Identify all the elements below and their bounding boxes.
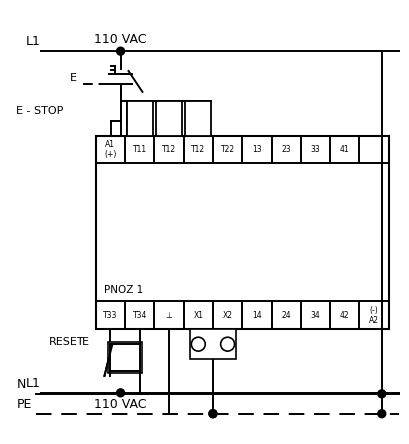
- Text: 42: 42: [339, 311, 349, 320]
- Bar: [156, 101, 182, 135]
- Circle shape: [377, 390, 385, 398]
- Text: 23: 23: [281, 145, 290, 154]
- Text: 34: 34: [310, 311, 319, 320]
- Text: A1
(+): A1 (+): [104, 140, 116, 159]
- Text: T22: T22: [220, 145, 234, 154]
- Text: N: N: [16, 378, 26, 391]
- Text: (-)
A2: (-) A2: [368, 305, 378, 325]
- Text: PNOZ 1: PNOZ 1: [103, 285, 143, 296]
- Text: X1: X1: [193, 311, 203, 320]
- Text: 14: 14: [252, 311, 261, 320]
- Text: T33: T33: [103, 311, 117, 320]
- Text: T12: T12: [191, 145, 205, 154]
- Text: ⊥: ⊥: [165, 311, 172, 320]
- Circle shape: [209, 410, 216, 418]
- Text: X2: X2: [222, 311, 232, 320]
- Text: PE: PE: [16, 398, 31, 411]
- Text: E: E: [81, 337, 88, 347]
- Text: 41: 41: [339, 145, 349, 154]
- Circle shape: [116, 389, 124, 397]
- Text: E - STOP: E - STOP: [16, 106, 63, 116]
- Bar: [96, 135, 388, 329]
- Circle shape: [209, 410, 216, 418]
- Circle shape: [377, 410, 385, 418]
- Text: 13: 13: [252, 145, 261, 154]
- Text: 110 VAC: 110 VAC: [94, 33, 146, 46]
- Text: T12: T12: [162, 145, 175, 154]
- Text: L1: L1: [26, 35, 41, 48]
- Text: 24: 24: [281, 311, 290, 320]
- Text: RESET: RESET: [49, 337, 84, 347]
- Text: 33: 33: [310, 145, 319, 154]
- Text: E: E: [70, 73, 76, 83]
- Text: L1: L1: [26, 377, 41, 390]
- Text: T11: T11: [132, 145, 146, 154]
- Bar: [190, 329, 235, 359]
- Circle shape: [116, 47, 124, 55]
- Bar: [185, 101, 211, 135]
- Text: T34: T34: [132, 311, 146, 320]
- Text: 110 VAC: 110 VAC: [94, 398, 146, 411]
- Bar: [108, 342, 142, 373]
- Bar: [126, 101, 152, 135]
